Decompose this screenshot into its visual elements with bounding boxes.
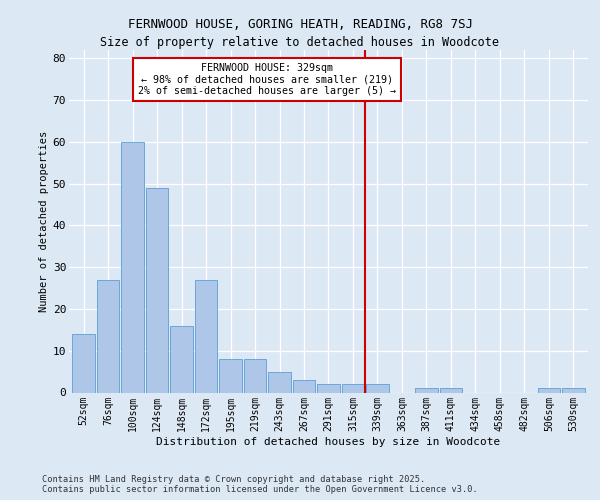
Bar xyxy=(220,359,242,392)
Bar xyxy=(244,359,266,392)
Text: FERNWOOD HOUSE, GORING HEATH, READING, RG8 7SJ: FERNWOOD HOUSE, GORING HEATH, READING, R… xyxy=(128,18,473,30)
Bar xyxy=(440,388,462,392)
Bar xyxy=(195,280,217,392)
Bar xyxy=(293,380,315,392)
Text: FERNWOOD HOUSE: 329sqm
← 98% of detached houses are smaller (219)
2% of semi-det: FERNWOOD HOUSE: 329sqm ← 98% of detached… xyxy=(138,62,396,96)
Bar xyxy=(366,384,389,392)
Bar xyxy=(317,384,340,392)
Bar xyxy=(97,280,119,392)
Bar xyxy=(562,388,584,392)
Bar xyxy=(170,326,193,392)
Bar xyxy=(415,388,437,392)
Y-axis label: Number of detached properties: Number of detached properties xyxy=(38,130,49,312)
Bar xyxy=(146,188,169,392)
X-axis label: Distribution of detached houses by size in Woodcote: Distribution of detached houses by size … xyxy=(157,438,500,448)
Text: Contains HM Land Registry data © Crown copyright and database right 2025.
Contai: Contains HM Land Registry data © Crown c… xyxy=(42,474,478,494)
Bar xyxy=(121,142,144,393)
Bar xyxy=(342,384,364,392)
Bar xyxy=(538,388,560,392)
Text: Size of property relative to detached houses in Woodcote: Size of property relative to detached ho… xyxy=(101,36,499,49)
Bar xyxy=(73,334,95,392)
Bar xyxy=(268,372,291,392)
